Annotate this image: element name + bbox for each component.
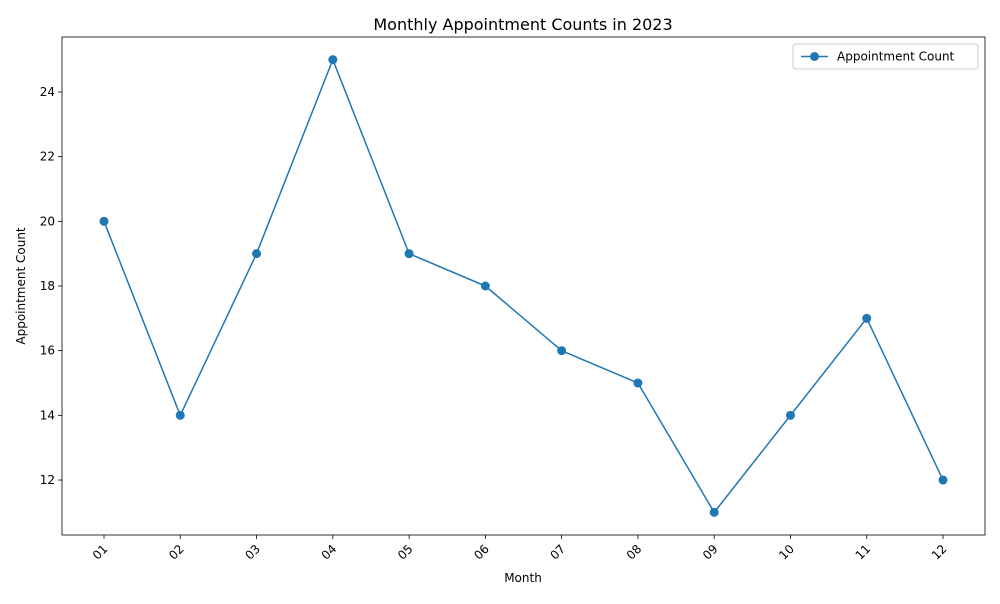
- legend: Appointment Count: [792, 43, 979, 70]
- y-tick-label: 22: [40, 150, 55, 164]
- axes-frame: [61, 36, 986, 536]
- y-tick-label: 14: [40, 408, 55, 422]
- legend-box: [792, 43, 979, 70]
- x-tick-label: 02: [166, 542, 187, 563]
- data-point: [938, 475, 948, 485]
- data-point: [99, 216, 109, 226]
- chart-title: Monthly Appointment Counts in 2023: [373, 15, 672, 34]
- x-tick-label: 12: [929, 542, 950, 563]
- x-tick-label: 05: [395, 542, 416, 563]
- x-tick-label: 07: [547, 542, 568, 563]
- y-tick-label: 16: [40, 344, 55, 358]
- data-point: [175, 410, 185, 420]
- data-point: [557, 346, 567, 356]
- data-point: [785, 410, 795, 420]
- data-point: [862, 313, 872, 323]
- x-tick-label: 09: [700, 542, 721, 563]
- y-tick-label: 12: [40, 473, 55, 487]
- series-line: [103, 58, 944, 514]
- y-tick-label: 18: [40, 279, 55, 293]
- y-tick-label: 24: [40, 85, 55, 99]
- data-point: [633, 378, 643, 388]
- x-tick-label: 03: [242, 542, 263, 563]
- x-tick-label: 11: [853, 542, 874, 563]
- data-point: [709, 507, 719, 517]
- x-axis-label: Month: [504, 571, 542, 585]
- x-tick-label: 04: [319, 542, 340, 563]
- x-tick-label: 10: [776, 542, 797, 563]
- data-point: [328, 55, 338, 65]
- legend-marker: [810, 52, 819, 61]
- y-axis-label: Appointment Count: [14, 227, 28, 345]
- data-point: [404, 249, 414, 259]
- data-point: [252, 249, 262, 259]
- x-tick-label: 06: [471, 542, 492, 563]
- x-tick-label: 01: [90, 542, 111, 563]
- plot-area: 12 14 16 18 20 22 24 01 02 03 04 05 06 07 08 09 10 11 12: [40, 36, 986, 563]
- legend-label: Appointment Count: [837, 50, 955, 64]
- y-tick-label: 20: [40, 214, 55, 228]
- x-tick-label: 08: [624, 542, 645, 563]
- data-point: [480, 281, 490, 291]
